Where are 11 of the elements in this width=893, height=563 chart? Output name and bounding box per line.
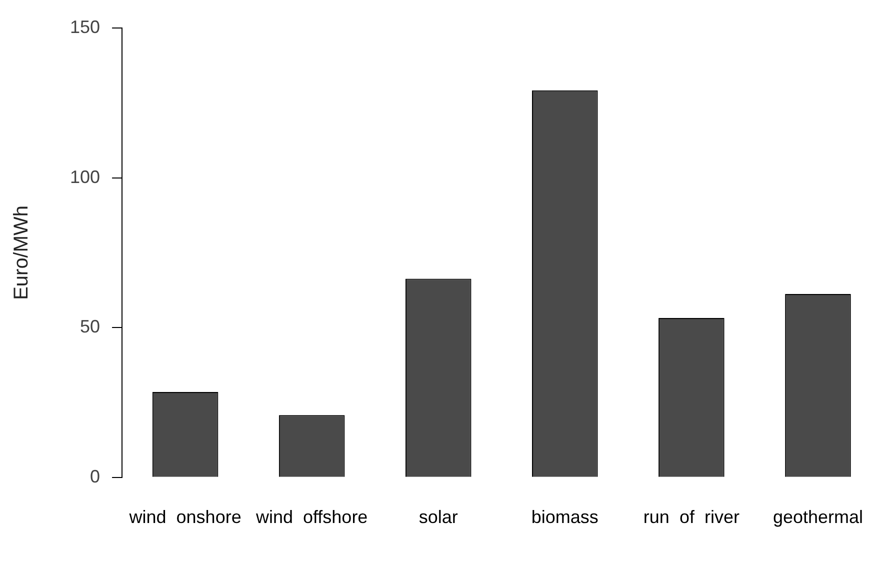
y-tick-label: 150 (70, 16, 100, 37)
x-tick-label: biomass (531, 507, 598, 528)
x-tick-label: solar (418, 507, 458, 528)
x-tick-label: wind offshore (254, 507, 368, 528)
x-tick-label: run of river (643, 507, 740, 528)
x-tick-label: geothermal (772, 507, 864, 528)
x-tick-label: wind onshore (128, 507, 242, 528)
y-tick-label: 100 (70, 166, 100, 187)
y-tick-label: 50 (80, 316, 100, 337)
y-axis-title: Euro/MWh (10, 205, 33, 300)
y-tick-label: 0 (90, 466, 100, 486)
